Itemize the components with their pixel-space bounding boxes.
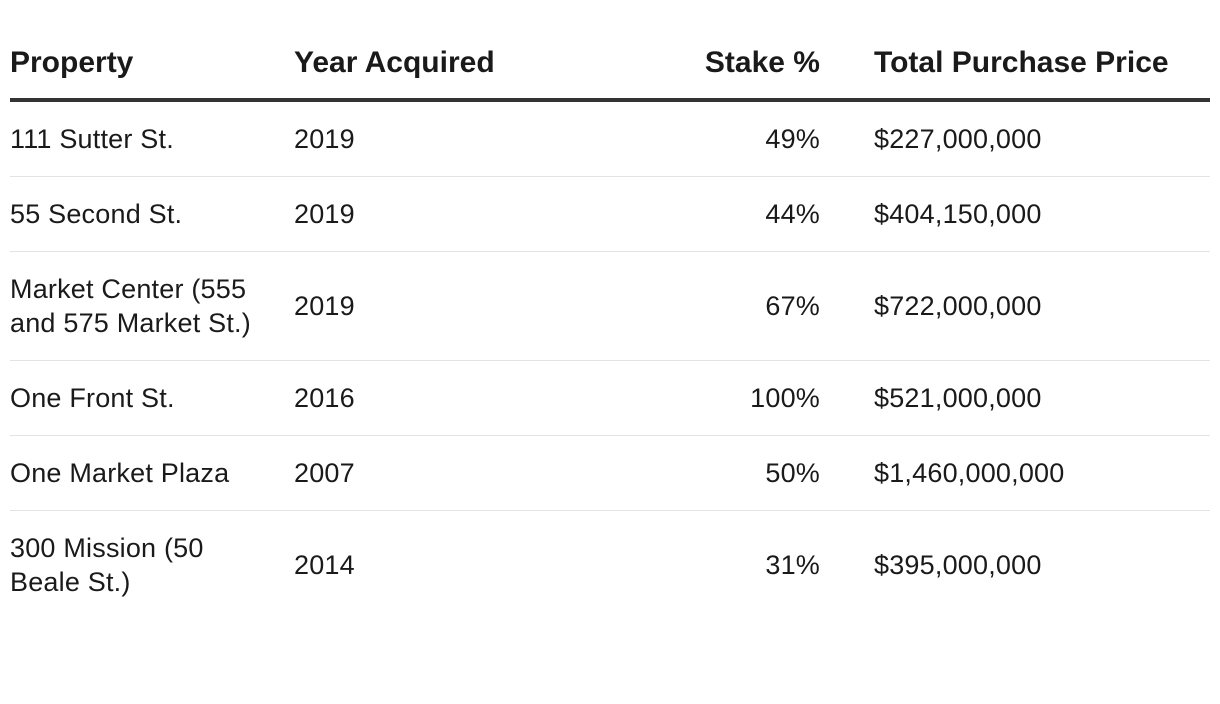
property-table: Property Year Acquired Stake % Total Pur… <box>10 28 1210 619</box>
cell-property: Market Center (555 and 575 Market St.) <box>10 251 294 361</box>
table-row: 55 Second St. 2019 44% $404,150,000 <box>10 176 1210 252</box>
table-row: 300 Mission (50 Beale St.) 2014 31% $395… <box>10 511 1210 620</box>
property-table-container: Property Year Acquired Stake % Total Pur… <box>10 28 1210 619</box>
cell-stake: 50% <box>594 435 874 511</box>
table-row: Market Center (555 and 575 Market St.) 2… <box>10 251 1210 361</box>
cell-price: $227,000,000 <box>874 100 1210 177</box>
table-header-row: Property Year Acquired Stake % Total Pur… <box>10 28 1210 102</box>
cell-year: 2016 <box>294 360 594 436</box>
cell-stake: 100% <box>594 360 874 436</box>
header-stake: Stake % <box>594 28 874 102</box>
header-property: Property <box>10 28 294 102</box>
cell-year: 2014 <box>294 550 355 580</box>
cell-property: 55 Second St. <box>10 176 294 252</box>
table-row: One Front St. 2016 100% $521,000,000 <box>10 360 1210 436</box>
cell-price: $722,000,000 <box>874 251 1210 361</box>
table-row: One Market Plaza 2007 50% $1,460,000,000 <box>10 435 1210 511</box>
cell-year: 2019 <box>294 176 594 252</box>
cell-year: 2019 <box>294 251 594 361</box>
cell-property: 111 Sutter St. <box>10 100 294 177</box>
cell-stake: 44% <box>594 176 874 252</box>
cell-property: One Front St. <box>10 360 294 436</box>
header-total-purchase-price: Total Purchase Price <box>874 28 1210 102</box>
cell-property: One Market Plaza <box>10 435 294 511</box>
cell-price: $1,460,000,000 <box>874 435 1210 511</box>
table-row: 111 Sutter St. 2019 49% $227,000,000 <box>10 100 1210 177</box>
cell-price: $521,000,000 <box>874 360 1210 436</box>
cell-stake: 31% <box>765 550 820 580</box>
cell-price: $395,000,000 <box>874 550 1042 580</box>
cell-stake: 49% <box>594 100 874 177</box>
header-year-acquired: Year Acquired <box>294 28 594 102</box>
cell-property: 300 Mission (50 Beale St.) <box>10 533 204 597</box>
cell-stake: 67% <box>594 251 874 361</box>
cell-year: 2007 <box>294 435 594 511</box>
cell-year: 2019 <box>294 100 594 177</box>
cell-price: $404,150,000 <box>874 176 1210 252</box>
